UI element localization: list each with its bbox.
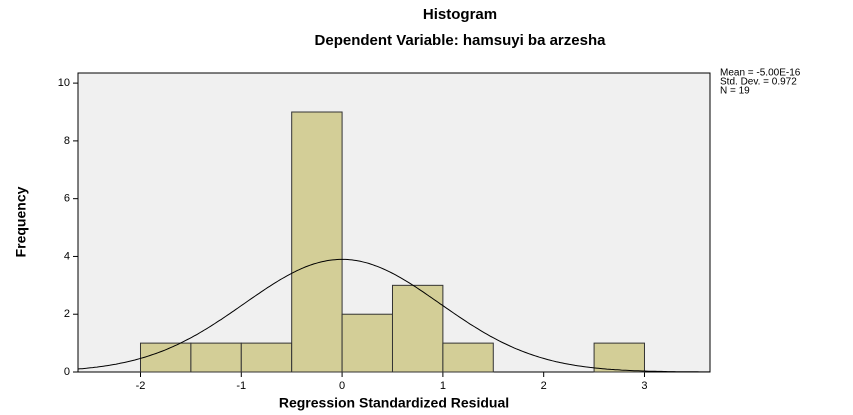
bar [139, 342, 192, 373]
stat-label: Mean = -5.00E-16 [720, 68, 801, 79]
stat-label: N = 19 [720, 86, 750, 97]
y-tick-label: 4 [64, 250, 70, 262]
y-tick-label: 6 [64, 193, 70, 205]
x-tick-label: 1 [440, 380, 446, 392]
x-tick-label: -2 [136, 380, 146, 392]
x-tick-label: 0 [339, 380, 345, 392]
x-tick-label: 3 [641, 380, 647, 392]
y-tick-label: 0 [64, 366, 70, 378]
x-tick-label: 2 [541, 380, 547, 392]
bar [391, 284, 444, 373]
chart-title: Histogram [423, 6, 497, 23]
normal-curve [77, 258, 710, 373]
bar [240, 342, 293, 373]
y-axis-label: Frequency [13, 186, 29, 257]
bar [190, 342, 242, 373]
y-tick-label: 8 [64, 135, 70, 147]
stat-label: Std. Dev. = 0.972 [720, 77, 797, 88]
x-axis-label: Regression Standardized Residual [279, 395, 509, 411]
bar [442, 342, 494, 373]
x-tick-label: -1 [236, 380, 246, 392]
chart-subtitle: Dependent Variable: hamsuyi ba arzesha [315, 32, 607, 49]
y-tick-label: 10 [58, 77, 70, 89]
bar [291, 111, 343, 373]
bar [593, 342, 645, 373]
y-tick-label: 2 [64, 308, 70, 320]
bar [341, 313, 393, 373]
